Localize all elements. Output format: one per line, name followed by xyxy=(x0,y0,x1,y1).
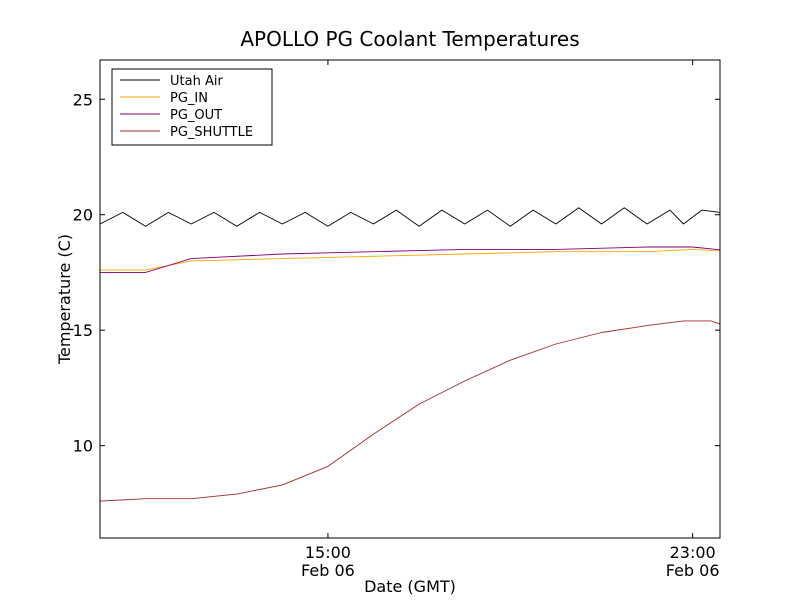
y-tick-label: 15 xyxy=(73,321,93,340)
x-tick-date-label: Feb 06 xyxy=(301,561,355,580)
x-tick-date-label: Feb 06 xyxy=(666,561,720,580)
legend: Utah Air PG_IN PG_OUT PG_SHUTTLE xyxy=(111,68,273,146)
legend-box xyxy=(111,68,273,146)
plot-frame xyxy=(99,59,721,539)
chart-title: APOLLO PG Coolant Temperatures xyxy=(240,27,579,51)
legend-label-pg-shuttle: PG_SHUTTLE xyxy=(170,125,253,140)
series-line-pg-out xyxy=(100,246,720,273)
series-line-utah-air xyxy=(100,207,720,227)
y-tick-label: 20 xyxy=(73,206,93,225)
legend-label-pg-out: PG_OUT xyxy=(170,108,222,123)
legend-label-utah-air: Utah Air xyxy=(170,74,223,89)
legend-label-pg-in: PG_IN xyxy=(170,91,208,106)
x-tick-time-label: 15:00 xyxy=(305,543,351,562)
series-layer xyxy=(100,207,720,502)
x-axis-label: Date (GMT) xyxy=(364,577,456,596)
x-tick-time-label: 23:00 xyxy=(670,543,716,562)
series-line-pg-in xyxy=(100,248,720,271)
y-tick-label: 10 xyxy=(73,437,93,456)
y-axis-label: Temperature (C) xyxy=(55,234,74,365)
y-tick-label: 25 xyxy=(73,90,93,109)
y-axis: 10 15 20 25 xyxy=(73,90,720,456)
series-line-pg-shuttle xyxy=(100,320,720,502)
